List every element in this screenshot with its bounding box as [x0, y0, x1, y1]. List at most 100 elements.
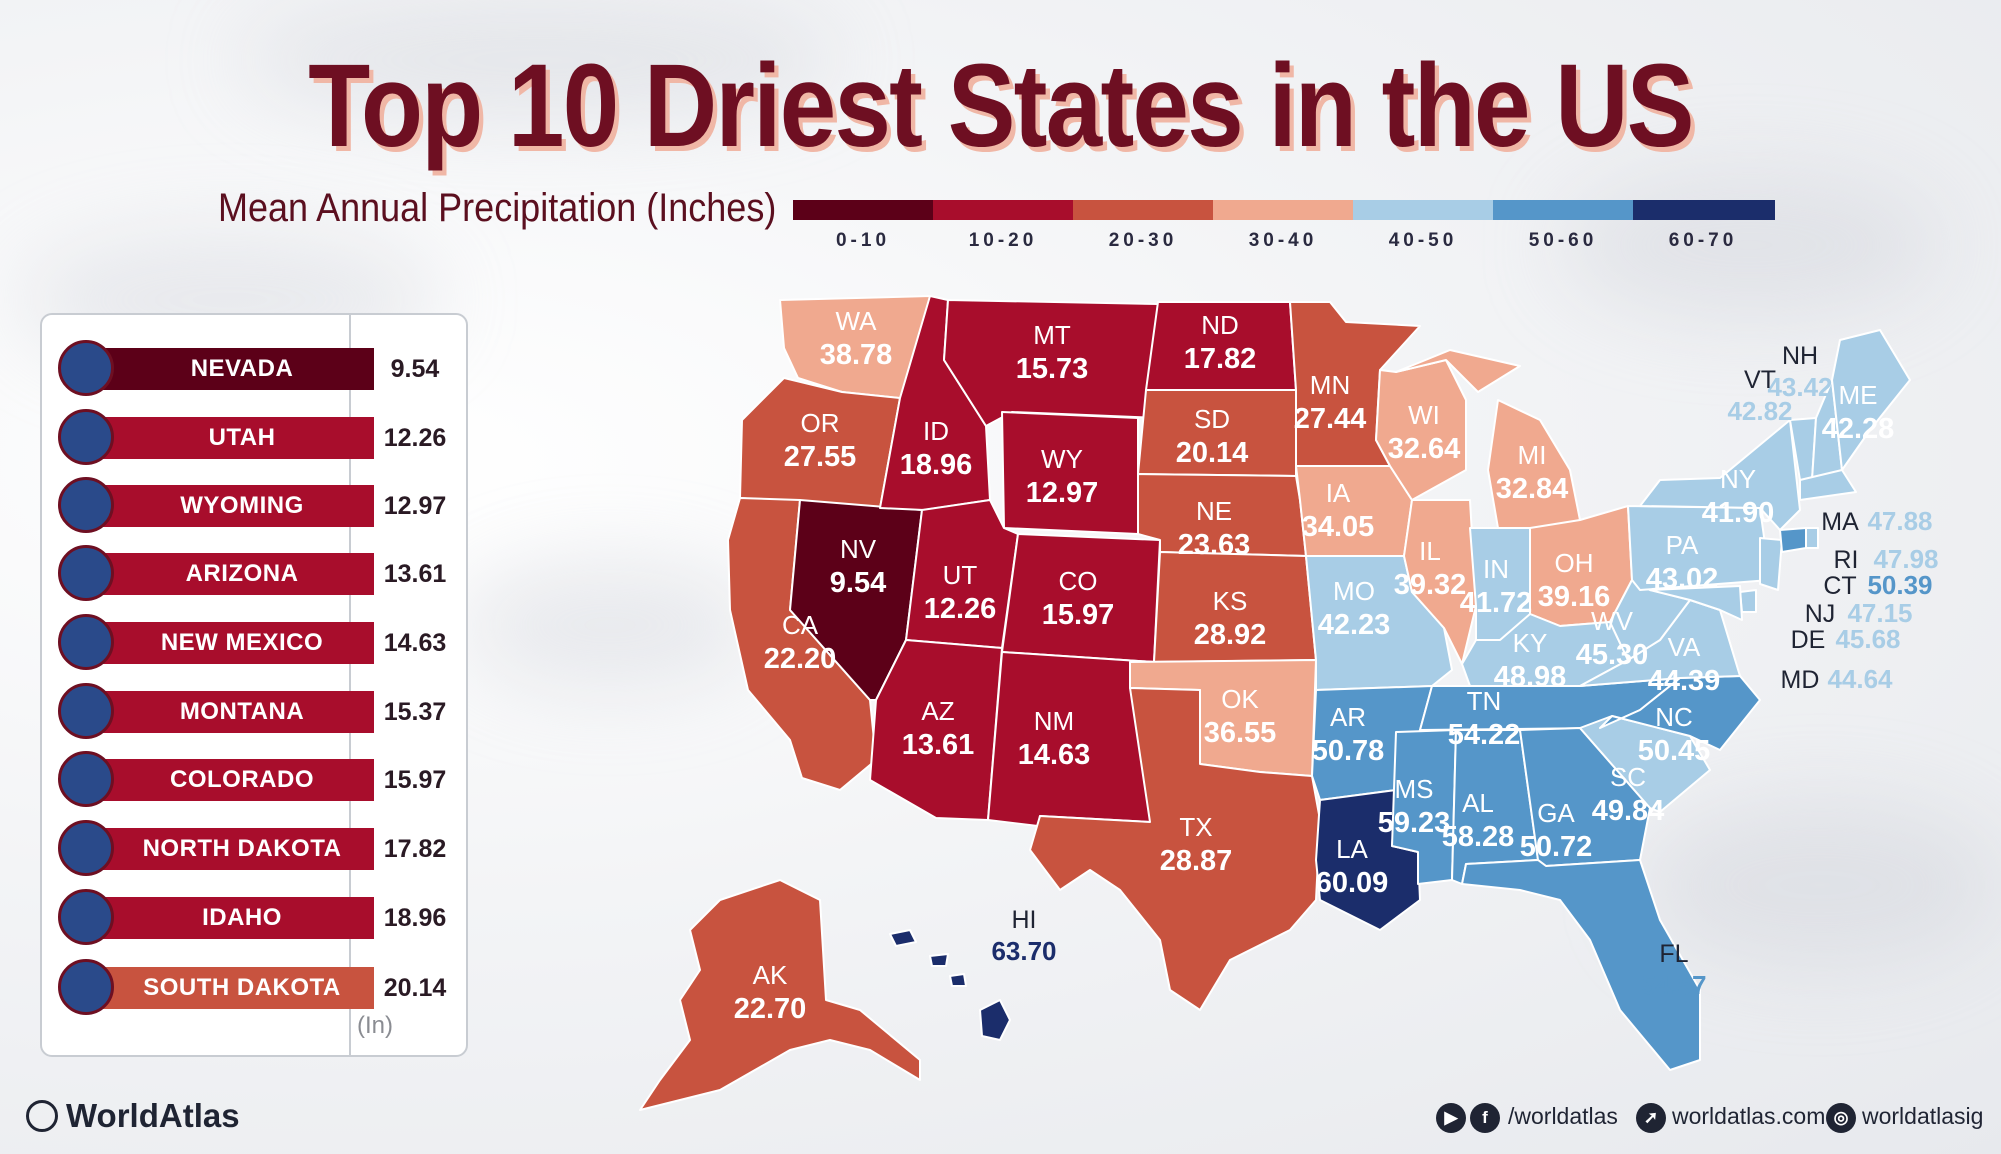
state-flag-icon: [58, 614, 114, 670]
state-abbr-label: WY: [1041, 444, 1083, 474]
state-abbr-label: MI: [1518, 440, 1547, 470]
state-abbr-label: LA: [1336, 834, 1368, 864]
ranking-value: 12.26: [383, 424, 447, 452]
cursor-icon: ➚: [1636, 1103, 1666, 1133]
state-value-label: 50.72: [1520, 831, 1593, 863]
state-abbr-label: MO: [1333, 576, 1375, 606]
state-flag-icon: [58, 545, 114, 601]
ranking-row: UTAH 12.26: [50, 407, 460, 467]
state-value-label: 12.26: [924, 593, 997, 625]
state-value-label: 27.55: [784, 441, 857, 473]
state-value-label: 59.23: [1378, 807, 1451, 839]
state-value-label: 28.92: [1194, 619, 1267, 651]
state-MD: [1649, 585, 1743, 621]
facebook-icon[interactable]: f: [1470, 1103, 1500, 1133]
state-AZ: [869, 639, 1003, 821]
state-flag-icon: [58, 477, 114, 533]
state-abbr-label: AR: [1330, 702, 1366, 732]
state-RI: [1805, 527, 1819, 549]
ranking-bar: [94, 417, 374, 459]
ranking-state-name: NEVADA: [190, 355, 294, 382]
ranking-row: NORTH DAKOTA 17.82: [50, 818, 460, 878]
ranking-state-name: UTAH: [208, 424, 276, 451]
ranking-state-name: IDAHO: [202, 904, 282, 931]
state-abbr-label: VT: [1744, 366, 1776, 394]
ranking-state-name: WYOMING: [180, 492, 304, 519]
instagram-handle[interactable]: worldatlasig: [1862, 1103, 1984, 1129]
state-value-label: 50.39: [1867, 570, 1932, 600]
legend-swatch-2: [1073, 200, 1213, 220]
ranking-bar: [94, 348, 374, 390]
state-abbr-label: MA: [1821, 508, 1859, 536]
state-flag-icon: [58, 683, 114, 739]
state-value-label: 42.82: [1727, 396, 1792, 426]
state-value-label: 22.70: [734, 993, 807, 1025]
state-value-label: 47.98: [1873, 544, 1938, 574]
state-flag-icon: [58, 340, 114, 396]
state-abbr-label: ME: [1839, 380, 1878, 410]
state-value-label: 9.54: [830, 567, 886, 599]
state-abbr-label: SC: [1610, 762, 1646, 792]
state-abbr-label: VA: [1668, 632, 1701, 662]
ranking-bar: [94, 897, 374, 939]
social-handle[interactable]: /worldatlas: [1508, 1103, 1618, 1129]
legend-label: 40-50: [1388, 230, 1458, 251]
state-abbr-label: UT: [943, 560, 978, 590]
state-abbr-label: CA: [782, 610, 819, 640]
state-abbr-label: NE: [1196, 496, 1232, 526]
state-value-label: 27.44: [1294, 403, 1367, 435]
legend-title: Mean Annual Precipitation (Inches): [218, 186, 777, 230]
legend-label: 10-20: [968, 230, 1038, 251]
state-abbr-label: WV: [1591, 606, 1634, 636]
panel-divider: [349, 315, 351, 1055]
state-value-label: 22.20: [764, 643, 837, 675]
legend-label: 50-60: [1528, 230, 1598, 251]
ranking-value: 13.61: [383, 560, 447, 588]
state-value-label: 12.97: [1026, 477, 1099, 509]
state-MIU: [1395, 349, 1521, 393]
ranking-value: 15.37: [383, 698, 447, 726]
legend-label: 30-40: [1248, 230, 1318, 251]
state-abbr-label: IA: [1326, 478, 1351, 508]
state-value-label: 36.55: [1204, 717, 1277, 749]
brand-logo[interactable]: WorldAtlas: [66, 1097, 240, 1134]
state-value-label: 60.09: [1316, 867, 1389, 899]
state-value-label: 14.63: [1018, 739, 1091, 771]
state-value-label: 54.22: [1448, 719, 1521, 751]
instagram-icon[interactable]: ◎: [1826, 1103, 1856, 1133]
ranking-row: NEVADA 9.54: [50, 338, 460, 398]
state-value-label: 44.39: [1648, 665, 1721, 697]
state-value-label: 45.30: [1576, 639, 1649, 671]
website-link[interactable]: worldatlas.com: [1672, 1103, 1826, 1129]
state-abbr-label: SD: [1194, 404, 1230, 434]
state-value-label: 50.45: [1638, 735, 1711, 767]
state-abbr-label: WA: [836, 306, 878, 336]
state-abbr-label: KY: [1513, 628, 1548, 658]
state-abbr-label: ND: [1201, 310, 1239, 340]
cloud-decoration: [240, 0, 840, 120]
state-value-label: 42.28: [1822, 413, 1895, 445]
state-value-label: 45.68: [1835, 624, 1900, 654]
state-flag-icon: [58, 889, 114, 945]
state-TX: [1029, 687, 1321, 1011]
state-value-label: 44.64: [1827, 664, 1893, 694]
state-abbr-label: NY: [1720, 464, 1756, 494]
state-abbr-label: NJ: [1805, 600, 1836, 628]
ranking-bar: [94, 828, 374, 870]
ranking-bar: [94, 622, 374, 664]
state-IL: [1403, 499, 1477, 665]
ranking-value: 18.96: [383, 904, 447, 932]
state-abbr-label: NC: [1655, 702, 1693, 732]
legend-label: 60-70: [1668, 230, 1738, 251]
legend-swatch-5: [1493, 200, 1633, 220]
state-value-label: 23.63: [1178, 529, 1251, 561]
state-flag-icon: [58, 820, 114, 876]
youtube-icon[interactable]: ▶: [1436, 1103, 1466, 1133]
state-FL: [1461, 859, 1701, 1071]
ranking-state-name: NEW MEXICO: [160, 629, 324, 656]
state-abbr-label: OK: [1221, 684, 1259, 714]
state-value-label: 38.78: [820, 339, 893, 371]
state-abbr-label: TN: [1467, 686, 1502, 716]
legend-swatch-0: [793, 200, 933, 220]
state-CO: [1001, 533, 1161, 663]
